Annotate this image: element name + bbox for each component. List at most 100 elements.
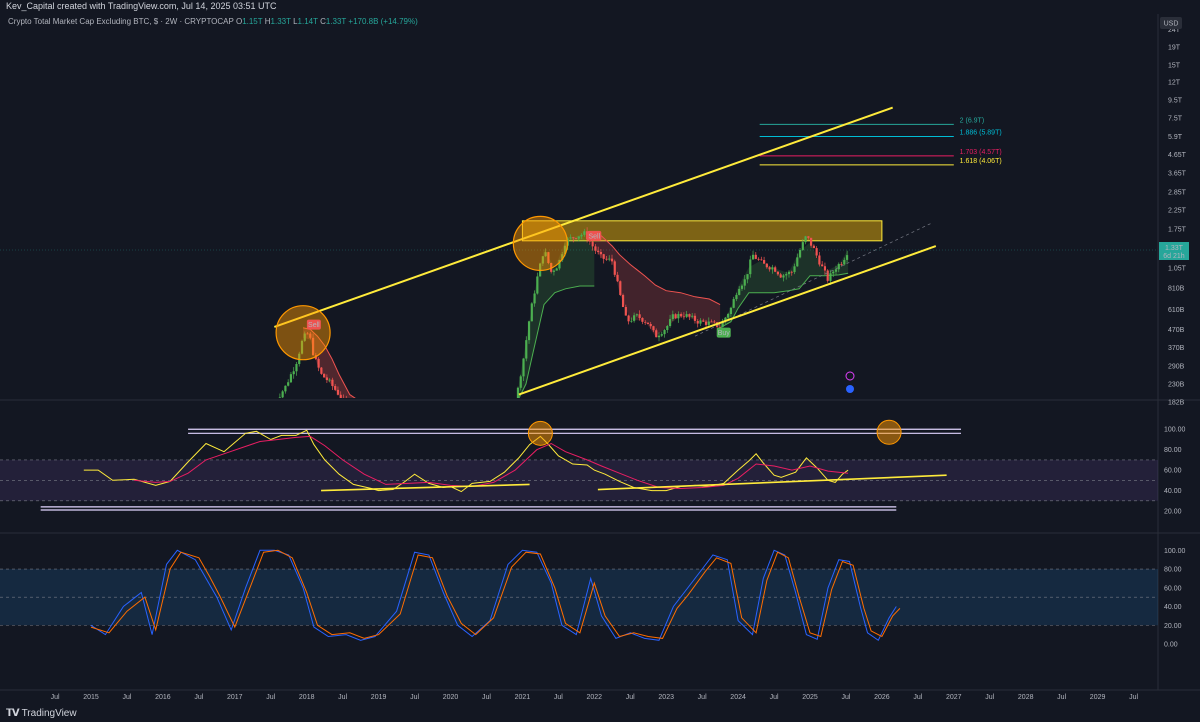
time-axis-tick: 2015 (83, 694, 99, 701)
candle-body (547, 252, 550, 263)
close-label: C (320, 17, 326, 26)
candle-body (685, 314, 688, 317)
candle-body (807, 236, 810, 238)
symbol-legend[interactable]: Crypto Total Market Cap Excluding BTC, $… (8, 17, 418, 26)
candle-body (765, 263, 768, 268)
candle-body (652, 326, 655, 331)
supertrend-bull-fill (518, 234, 595, 398)
candle-body (514, 407, 516, 409)
time-axis-tick: Jul (698, 694, 707, 701)
stoch-axis-tick: 0.00 (1164, 642, 1178, 649)
candle-body (760, 259, 763, 261)
stoch-axis-tick: 80.00 (1164, 567, 1182, 574)
candle-body (649, 323, 652, 327)
time-axis-tick: 2026 (874, 694, 890, 701)
time-axis-tick: Jul (1129, 694, 1138, 701)
candle-body (552, 270, 556, 272)
current-price-label: 1.33T (1165, 245, 1184, 252)
candle-body (693, 315, 697, 321)
price-axis-tick: 4.65T (1168, 152, 1187, 159)
time-axis-tick: 2017 (227, 694, 243, 701)
candle-body (516, 387, 520, 398)
time-axis-tick: 2019 (371, 694, 387, 701)
candle-body (613, 261, 616, 275)
candle-body (527, 321, 531, 341)
supertrend-bull-fill (720, 242, 849, 328)
candle-body (843, 259, 846, 265)
symbol-title[interactable]: Crypto Total Market Cap Excluding BTC, $… (8, 17, 234, 26)
rsi-axis-tick: 60.00 (1164, 468, 1182, 475)
time-axis-tick: Jul (338, 694, 347, 701)
creator-credit: Kev_Capital created with TradingView.com… (6, 1, 277, 11)
price-axis-tick: 230B (1168, 381, 1185, 388)
price-pane (0, 106, 1158, 409)
rsi-support-trendline (597, 474, 947, 491)
candle-body (281, 391, 284, 398)
price-axis-tick: 1.05T (1168, 266, 1187, 273)
supertrend-bear-line (594, 233, 721, 306)
candle-body (317, 358, 320, 368)
candle-body (663, 330, 666, 335)
top-bar: Kev_Capital created with TradingView.com… (0, 0, 1200, 14)
time-axis-tick: Jul (626, 694, 635, 701)
candle-body (580, 234, 583, 237)
candle-body (829, 273, 832, 281)
candle-body (790, 271, 793, 273)
time-axis-tick: Jul (194, 694, 203, 701)
candle-body (336, 389, 340, 395)
candle-body (544, 252, 547, 257)
price-axis-tick: 810B (1168, 285, 1185, 292)
candle-body (635, 314, 638, 316)
candle-body (707, 321, 710, 325)
candle-body (577, 236, 580, 239)
time-axis-tick: Jul (841, 694, 850, 701)
time-axis-tick: Jul (122, 694, 131, 701)
candle-body (309, 333, 312, 338)
time-axis-tick: 2023 (658, 694, 674, 701)
high-value: 1.33T (270, 17, 291, 26)
candle-body (815, 248, 818, 256)
candle-body (583, 231, 586, 235)
time-axis-tick: 2022 (587, 694, 603, 701)
candle-body (295, 363, 298, 372)
candle-body (837, 264, 840, 270)
candle-body (812, 245, 815, 249)
candle-body (325, 377, 328, 381)
resistance-zone (521, 220, 883, 242)
price-axis-tick: 3.65T (1168, 170, 1187, 177)
candle-body (810, 237, 813, 246)
candle-body (627, 315, 630, 322)
candle-body (586, 231, 589, 240)
candle-body (804, 236, 807, 243)
fib-level-label: 1.618 (4.06T) (960, 158, 1002, 165)
candle-body (655, 330, 658, 338)
candle-body (303, 333, 306, 341)
highlight-circle (275, 305, 331, 361)
candle-body (801, 242, 804, 250)
stoch-pane (0, 549, 1158, 642)
candle-body (311, 337, 315, 356)
price-axis-tick: 9.5T (1168, 97, 1183, 104)
high-label: H (264, 17, 271, 26)
signal-badge (306, 319, 321, 330)
candle-body (727, 314, 730, 318)
time-axis-tick: Jul (1057, 694, 1066, 701)
candle-body (729, 307, 733, 315)
candle-body (702, 320, 705, 322)
close-value: 1.33T (325, 17, 347, 26)
candle-body (569, 237, 572, 239)
candle-body (696, 320, 699, 324)
candle-body (751, 254, 755, 260)
candle-body (743, 279, 746, 286)
candle-body (536, 276, 539, 294)
candle-body (594, 246, 597, 251)
candle-body (599, 251, 603, 255)
stoch-axis-tick: 20.00 (1164, 623, 1182, 630)
price-axis-tick: 2.25T (1168, 207, 1187, 214)
candle-body (555, 268, 558, 271)
candle-body (278, 397, 281, 398)
candle-body (677, 314, 680, 319)
candle-body (657, 335, 661, 338)
candle-body (621, 294, 625, 308)
